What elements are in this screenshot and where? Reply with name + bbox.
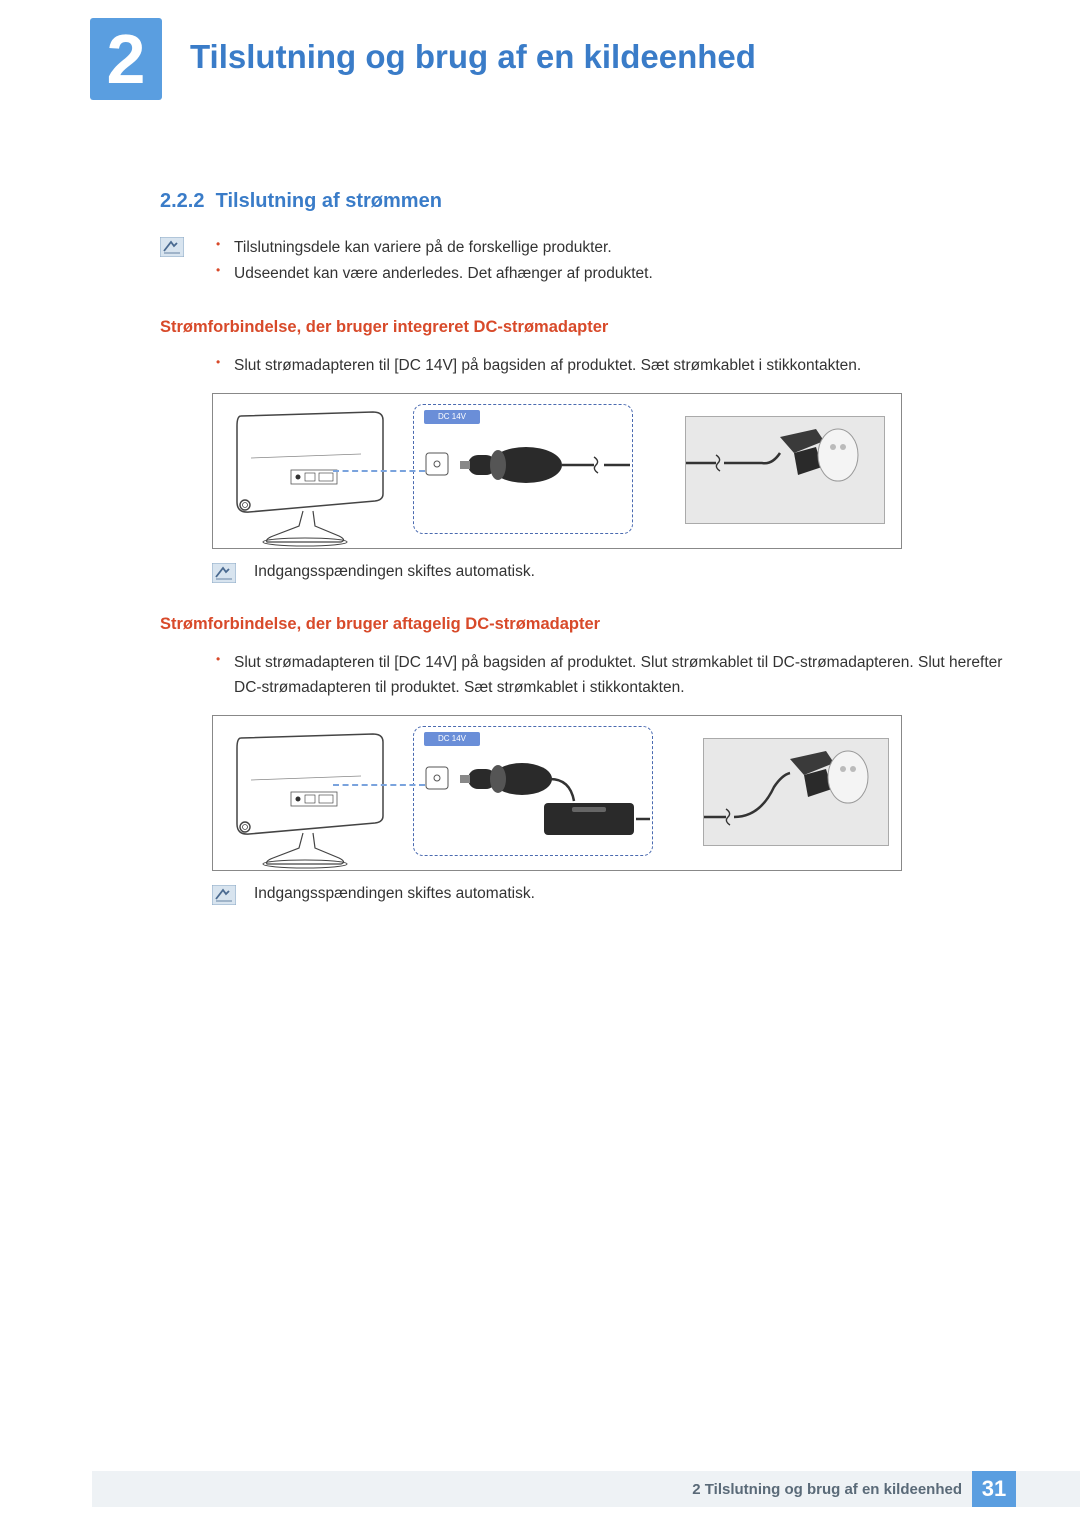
subsection-heading: Strømforbindelse, der bruger aftagelig D…: [160, 615, 1005, 634]
monitor-illustration: [223, 730, 393, 870]
connection-line: [333, 470, 425, 472]
subsection-body: Slut strømadapteren til [DC 14V] på bags…: [160, 650, 1005, 905]
intro-note-row: Tilslutningsdele kan variere på de forsk…: [160, 235, 1005, 286]
note-icon: [160, 237, 184, 257]
bullet-list: Slut strømadapteren til [DC 14V] på bags…: [212, 650, 1005, 701]
note-row: Indgangsspændingen skiftes automatisk.: [212, 883, 1005, 905]
connection-diagram-integrated: DC 14V: [212, 393, 902, 549]
monitor-illustration: [223, 408, 393, 548]
port-panel: DC 14V: [413, 404, 633, 534]
note-row: Indgangsspændingen skiftes automatisk.: [212, 561, 1005, 583]
section-title: Tilslutning af strømmen: [216, 190, 442, 212]
page-footer: 2 Tilslutning og brug af en kildeenhed 3…: [92, 1471, 1080, 1507]
bullet-list: Slut strømadapteren til [DC 14V] på bags…: [212, 353, 1005, 379]
note-icon: [212, 885, 236, 905]
section-heading: 2.2.2 Tilslutning af strømmen: [160, 190, 1005, 213]
list-item: Udseendet kan være anderledes. Det afhæn…: [212, 261, 653, 287]
note-icon: [212, 563, 236, 583]
list-item: Tilslutningsdele kan variere på de forsk…: [212, 235, 653, 261]
intro-bullet-list: Tilslutningsdele kan variere på de forsk…: [212, 235, 653, 286]
footer-chapter-text: 2 Tilslutning og brug af en kildeenhed: [692, 1481, 962, 1498]
chapter-title: Tilslutning og brug af en kildeenhed: [190, 38, 756, 76]
page-content: 2.2.2 Tilslutning af strømmen Tilslutnin…: [160, 190, 1005, 911]
chapter-number-badge: 2: [90, 18, 162, 100]
note-text: Indgangsspændingen skiftes automatisk.: [254, 563, 535, 581]
list-item: Slut strømadapteren til [DC 14V] på bags…: [212, 353, 1005, 379]
connection-line: [333, 784, 425, 786]
list-item: Slut strømadapteren til [DC 14V] på bags…: [212, 650, 1005, 701]
wall-outlet: [685, 416, 885, 524]
note-text: Indgangsspændingen skiftes automatisk.: [254, 885, 535, 903]
subsection-body: Slut strømadapteren til [DC 14V] på bags…: [160, 353, 1005, 583]
connection-diagram-detachable: DC 14V: [212, 715, 902, 871]
subsection-heading: Strømforbindelse, der bruger integreret …: [160, 318, 1005, 337]
port-panel: DC 14V: [413, 726, 653, 856]
page-number: 31: [972, 1471, 1016, 1507]
section-number: 2.2.2: [160, 190, 204, 212]
wall-outlet: [703, 738, 889, 846]
